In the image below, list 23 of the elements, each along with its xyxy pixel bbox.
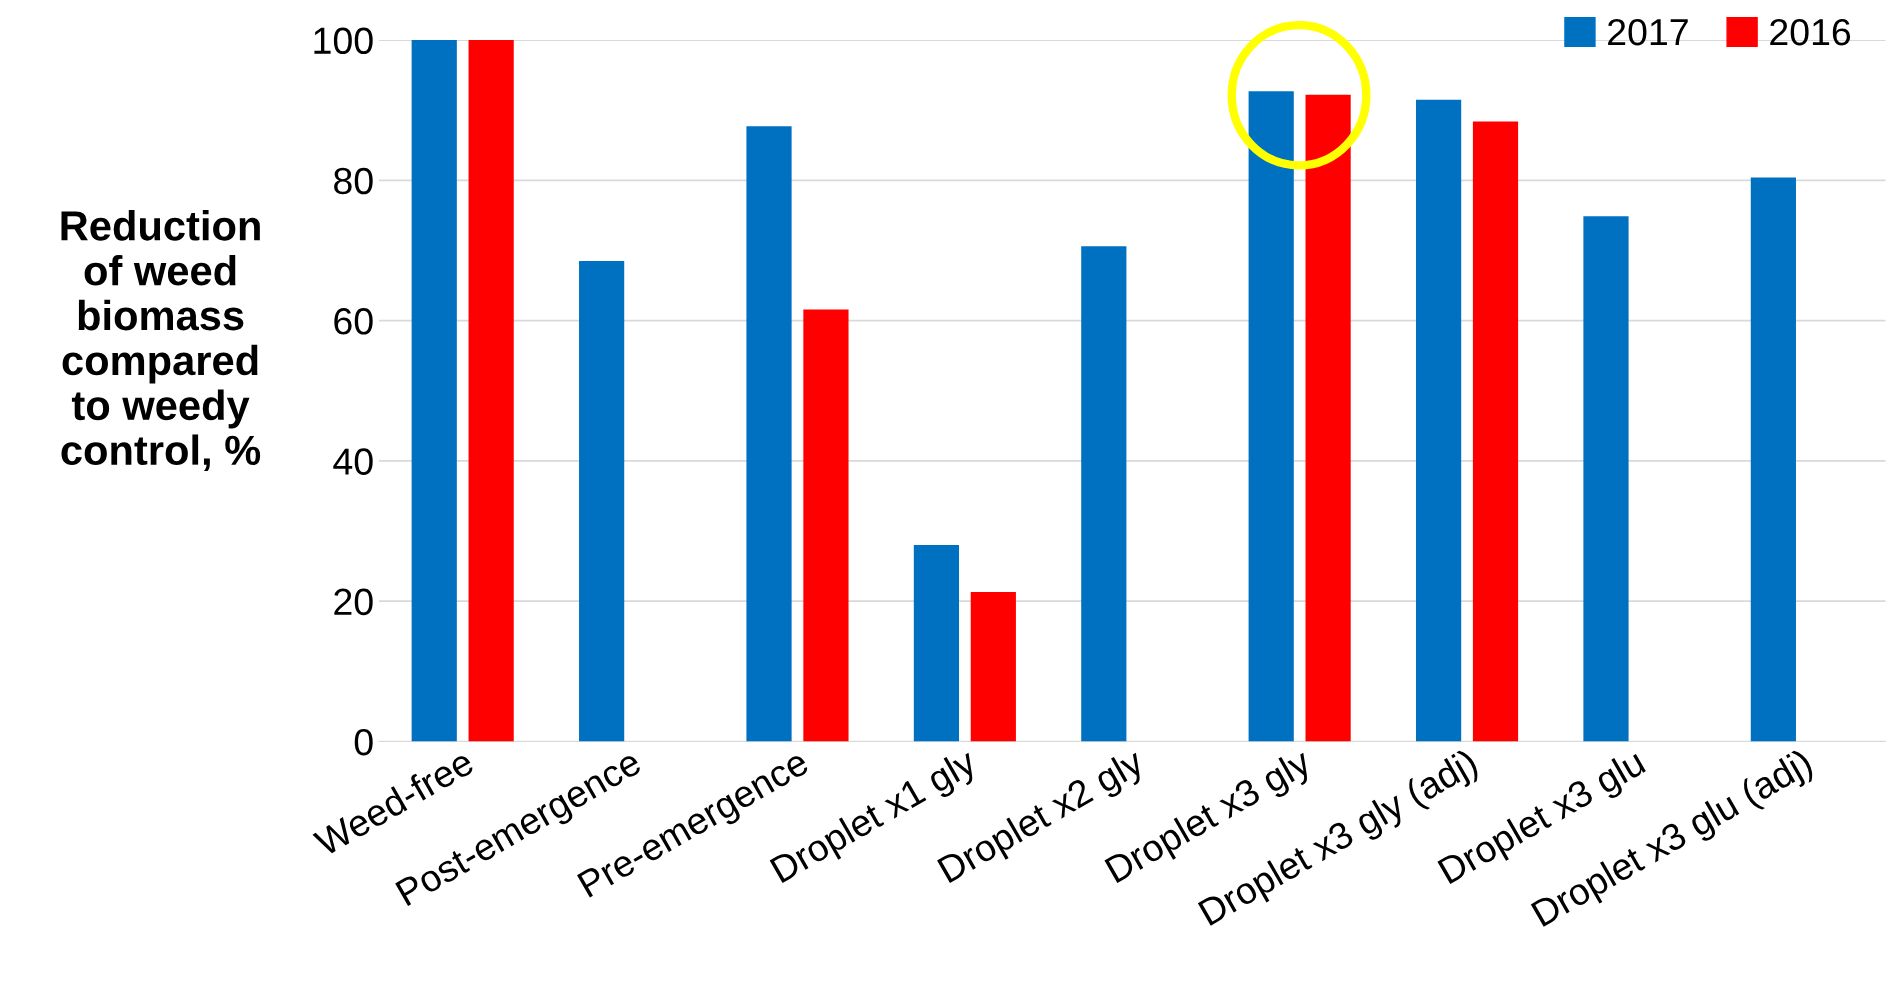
bar	[1583, 216, 1629, 742]
bar	[579, 261, 625, 742]
y-axis-title: Reduction of weed biomass compared to weedy control, %	[61, 210, 261, 472]
bar	[1248, 91, 1294, 742]
bar	[1081, 246, 1127, 742]
bar	[468, 40, 514, 742]
bar	[1750, 177, 1796, 742]
y-tick-label: 0	[354, 728, 373, 756]
y-tick-label: 20	[334, 588, 373, 616]
y-tick-label: 80	[334, 167, 373, 195]
legend-label: 2017	[1608, 18, 1688, 46]
y-tick-label: 100	[314, 27, 373, 55]
bar	[913, 545, 960, 742]
legend-label: 2016	[1770, 18, 1851, 46]
bar	[970, 592, 1016, 742]
bar	[1415, 99, 1462, 742]
bar	[746, 126, 792, 742]
bar	[803, 309, 849, 742]
bar	[411, 40, 457, 742]
bar	[1472, 121, 1519, 742]
bar	[1305, 94, 1351, 742]
y-tick-label: 60	[334, 308, 373, 335]
y-tick-label: 40	[333, 448, 373, 475]
